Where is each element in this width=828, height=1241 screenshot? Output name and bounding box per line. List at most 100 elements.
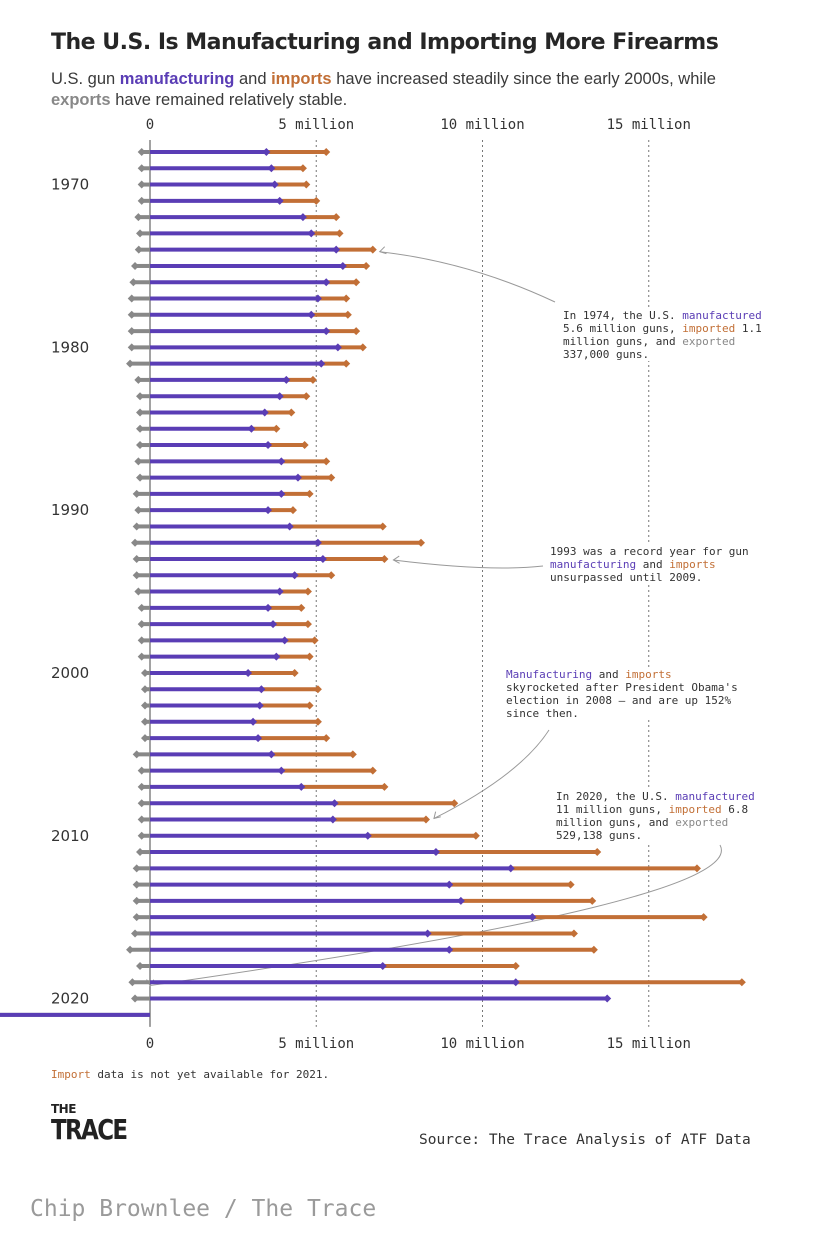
row-2020 — [131, 994, 612, 1003]
export-point — [137, 196, 146, 205]
manufacturing-point — [363, 831, 372, 840]
row-1979 — [127, 327, 361, 336]
manufacturing-point — [322, 327, 331, 336]
row-2008 — [137, 799, 459, 808]
annotation-exported: exported — [675, 816, 729, 829]
the-trace-logo: THE TRACE — [51, 1102, 128, 1144]
row-1977 — [127, 294, 351, 303]
import-point — [288, 506, 297, 515]
x-tick-label-top: 5 million — [278, 117, 354, 133]
export-point — [132, 522, 141, 531]
row-1969 — [137, 164, 307, 173]
manufacturing-point — [270, 180, 279, 189]
manufacturing-point — [277, 766, 286, 775]
manufacturing-point — [528, 913, 537, 922]
import-point — [348, 750, 357, 759]
annotation-text: unsurpassed until 2009. — [550, 571, 703, 584]
manufacturing-point — [277, 489, 286, 498]
manufacturing-point — [257, 685, 266, 694]
export-point — [137, 148, 146, 156]
import-point — [511, 962, 520, 970]
import-point — [313, 717, 322, 726]
export-point — [128, 978, 137, 987]
export-point — [134, 213, 143, 222]
row-2006 — [137, 766, 377, 775]
manufacturing-point — [332, 245, 341, 254]
manufacturing-point — [262, 148, 271, 156]
subtitle-manufacturing: manufacturing — [119, 70, 235, 88]
export-point — [136, 424, 145, 433]
import-point — [302, 392, 311, 401]
annotation-arrow-2020 — [149, 844, 722, 987]
annotation-manufactured: manufactured — [675, 790, 755, 803]
annotation-1974: In 1974, the U.S. manufactured 5.6 milli… — [563, 309, 762, 361]
source-note: Source: The Trace Analysis of ATF Data — [419, 1132, 751, 1148]
export-point — [141, 734, 150, 743]
row-1998 — [137, 636, 319, 645]
import-point — [352, 278, 361, 287]
year-labels: 1970 1980 1990 2000 2010 2020 — [51, 176, 89, 1008]
manufacturing-point — [333, 343, 342, 352]
export-point — [134, 245, 143, 254]
export-point — [134, 375, 143, 384]
import-point — [272, 424, 281, 433]
export-point — [127, 310, 136, 319]
import-point — [421, 815, 430, 824]
row-1986 — [136, 441, 309, 450]
import-point — [593, 848, 602, 857]
import-point — [566, 880, 575, 889]
export-point — [136, 962, 145, 970]
row-1973 — [136, 229, 344, 238]
export-point — [127, 294, 136, 303]
footnote-text: data is not yet available for 2021. — [90, 1068, 330, 1081]
annotation-manufacturing: manufacturing — [550, 558, 637, 571]
manufacturing-point — [269, 620, 278, 629]
manufacturing-point — [247, 424, 256, 433]
import-point — [305, 489, 314, 498]
manufacturing-point — [297, 782, 306, 791]
data-rows — [0, 148, 746, 1017]
year-label: 1970 — [51, 176, 89, 194]
row-2013 — [132, 880, 575, 889]
gridlines — [149, 140, 650, 1027]
logo-line-1: THE — [51, 1102, 76, 1116]
import-point — [327, 473, 336, 482]
import-point — [589, 945, 598, 954]
row-1990 — [134, 506, 297, 515]
row-2015 — [132, 913, 708, 922]
manufacturing-point — [298, 213, 307, 222]
x-axis-top: 0 5 million 10 million 15 million — [146, 117, 691, 133]
manufacturing-point — [277, 457, 286, 466]
credit: Chip Brownlee / The Trace — [30, 1196, 377, 1222]
manufacturing-point — [313, 538, 322, 547]
annotation-manufactured: manufactured — [682, 309, 762, 322]
row-2019 — [128, 978, 746, 987]
export-point — [136, 473, 145, 482]
manufacturing-point — [254, 734, 263, 743]
footnote: Import data is not yet available for 202… — [51, 1068, 329, 1081]
export-point — [131, 538, 140, 547]
row-2004 — [141, 734, 331, 743]
manufacturing-point — [603, 994, 612, 1003]
manufacturing-point — [431, 848, 440, 857]
manufacturing-point — [322, 278, 331, 287]
row-2012 — [132, 864, 701, 873]
row-2000 — [141, 668, 299, 677]
annotation-text: 11 million guns, — [556, 803, 662, 816]
export-point — [132, 750, 141, 759]
export-point — [141, 717, 150, 726]
annotation-2008: Manufacturing and imports skyrocketed af… — [506, 668, 738, 720]
annotation-arrow-2008 — [433, 729, 550, 819]
export-point — [131, 994, 140, 1003]
row-1987 — [134, 457, 331, 466]
x-axis-bottom: 0 5 million 10 million 15 million — [146, 1036, 691, 1052]
export-point — [132, 864, 141, 873]
annotation-text: 529,138 guns. — [556, 829, 643, 842]
row-2003 — [141, 717, 322, 726]
export-point — [136, 848, 145, 857]
export-point — [137, 652, 146, 661]
manufacturing-point — [328, 815, 337, 824]
annotation-arrow-1974 — [379, 251, 556, 303]
row-1989 — [132, 489, 314, 498]
annotation-imported: imported — [682, 322, 736, 335]
